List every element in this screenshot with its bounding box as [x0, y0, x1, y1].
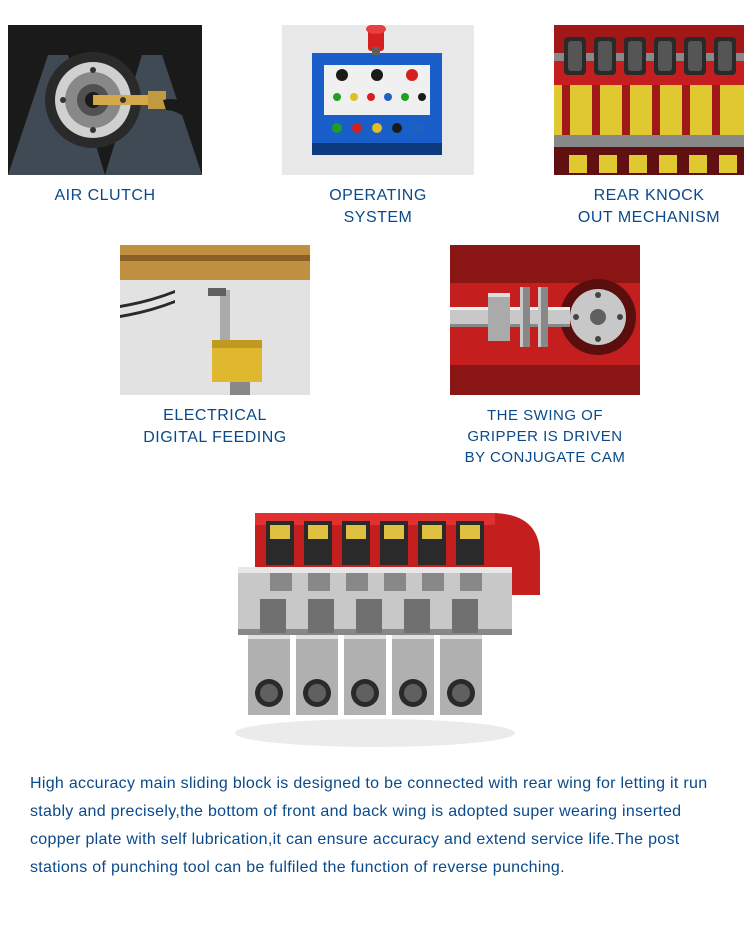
gripper-cam-image [450, 245, 640, 395]
operating-system-caption: OPERATING SYSTEM [282, 185, 474, 230]
hero-image [200, 495, 550, 755]
feature-rear-knock: REAR KNOCK OUT MECHANISM [554, 25, 744, 230]
gripper-cam-caption: THE SWING OF GRIPPER IS DRIVEN BY CONJUG… [435, 405, 655, 468]
feature-air-clutch: AIR CLUTCH [8, 25, 202, 230]
feature-electrical-feeding: ELECTRICAL DIGITAL FEEDING [120, 245, 310, 468]
operating-system-image [282, 25, 474, 175]
feature-operating-system: OPERATING SYSTEM [282, 25, 474, 230]
description-text: High accuracy main sliding block is desi… [30, 770, 720, 882]
electrical-feeding-caption: ELECTRICAL DIGITAL FEEDING [110, 405, 320, 450]
air-clutch-caption: AIR CLUTCH [8, 185, 202, 207]
feature-row-2: ELECTRICAL DIGITAL FEEDING [0, 245, 750, 468]
feature-gripper-cam: THE SWING OF GRIPPER IS DRIVEN BY CONJUG… [450, 245, 640, 468]
electrical-feeding-image [120, 245, 310, 395]
feature-row-1: AIR CLUTCH OPERATING SYSTEM [0, 25, 750, 230]
rear-knock-caption: REAR KNOCK OUT MECHANISM [544, 185, 750, 230]
air-clutch-image [8, 25, 202, 175]
rear-knock-image [554, 25, 744, 175]
